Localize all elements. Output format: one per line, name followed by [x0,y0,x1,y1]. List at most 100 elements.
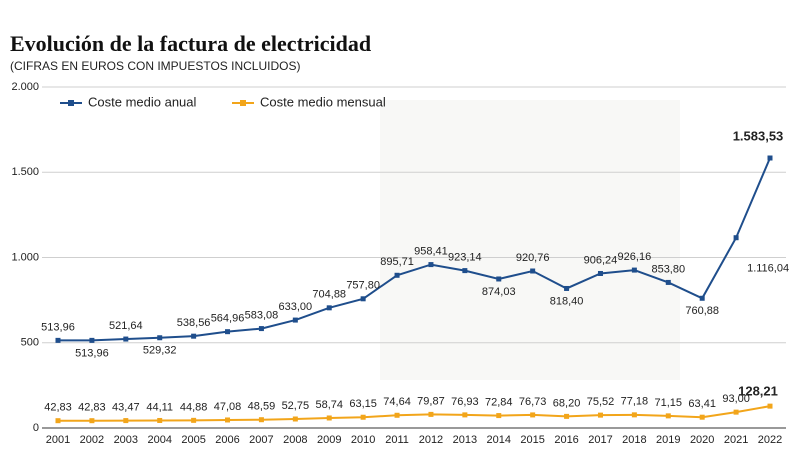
data-label: 47,08 [214,401,242,413]
data-point [564,285,570,291]
data-label: 513,96 [41,321,75,333]
data-point [496,413,502,419]
data-label: 958,41 [414,245,448,257]
data-label: 75,52 [587,396,615,408]
data-point [225,329,231,335]
data-label: 538,56 [177,317,211,329]
data-label: 818,40 [550,295,584,307]
data-label: 63,15 [349,398,377,410]
data-label: 906,24 [584,254,618,266]
data-point [258,326,264,332]
data-label: 52,75 [282,400,310,412]
data-point [665,413,671,419]
data-point [292,317,298,323]
x-tick-label: 2018 [622,434,646,446]
data-point [123,336,129,342]
chart-subtitle: (CIFRAS EN EUROS CON IMPUESTOS INCLUIDOS… [10,59,300,73]
data-point [55,337,61,343]
x-tick-label: 2015 [520,434,544,446]
legend-label: Coste medio anual [88,94,197,109]
x-tick-label: 2009 [317,434,341,446]
data-label: 77,18 [621,396,649,408]
x-tick-label: 2017 [588,434,612,446]
data-label: 926,16 [618,251,652,263]
x-tick-label: 2006 [215,434,239,446]
data-point [326,305,332,311]
x-tick-label: 2010 [351,434,375,446]
data-point [631,412,637,418]
data-point [191,333,197,339]
x-tick-label: 2022 [758,434,782,446]
x-tick-label: 2019 [656,434,680,446]
data-label: 48,59 [248,401,276,413]
x-tick-label: 2011 [385,434,409,446]
data-point [699,295,705,301]
data-label: 704,88 [312,289,346,301]
data-label: 63,41 [688,398,716,410]
data-point [631,267,637,273]
data-point [225,417,231,423]
data-point [394,412,400,418]
data-point [496,276,502,282]
data-label: 44,88 [180,401,208,413]
y-tick-label: 1.500 [11,166,39,178]
data-point [55,418,61,424]
y-tick-label: 1.000 [11,251,39,263]
x-tick-label: 2014 [487,434,511,446]
data-point [462,412,468,418]
data-point [564,413,570,419]
x-tick-label: 2004 [147,434,171,446]
data-label: 853,80 [651,263,685,275]
data-point [733,409,739,415]
data-point [428,411,434,417]
data-label: 583,08 [245,309,279,321]
data-point [123,418,129,424]
legend-marker [68,100,74,106]
data-point [428,262,434,268]
y-tick-label: 500 [21,337,39,349]
data-point [292,416,298,422]
x-tick-label: 2012 [419,434,443,446]
chart-title: Evolución de la factura de electricidad [10,31,371,56]
x-tick-label: 2002 [80,434,104,446]
background-photo [380,100,680,380]
data-label: 874,03 [482,286,516,298]
data-label: 74,64 [383,396,411,408]
data-point [360,296,366,302]
data-point [767,155,773,161]
data-point [597,270,603,276]
series-line [58,405,771,422]
data-label: 564,96 [211,313,245,325]
data-label: 920,76 [516,252,550,264]
data-label: 42,83 [78,402,106,414]
data-point [665,279,671,285]
data-point [191,417,197,423]
data-label: 44,11 [146,401,173,413]
data-label: 760,88 [685,305,719,317]
data-point [89,337,95,343]
data-point [360,414,366,420]
data-label: 76,73 [519,396,547,408]
data-point [597,412,603,418]
data-point [394,272,400,278]
data-label: 72,84 [485,396,513,408]
legend-label: Coste medio mensual [260,94,386,109]
data-label: 513,96 [75,347,109,359]
data-label: 43,47 [112,401,140,413]
data-point [462,268,468,274]
data-point [157,335,163,341]
data-point [699,414,705,420]
data-label: 68,20 [553,397,581,409]
data-point [530,268,536,274]
data-label: 76,93 [451,396,479,408]
data-point [89,418,95,424]
data-label: 895,71 [380,256,414,268]
data-label: 79,87 [417,395,445,407]
data-label: 757,80 [346,280,380,292]
data-label: 923,14 [448,252,482,264]
y-tick-label: 2.000 [11,81,39,93]
data-label: 71,15 [655,397,683,409]
x-tick-label: 2020 [690,434,714,446]
data-label: 58,74 [315,399,343,411]
